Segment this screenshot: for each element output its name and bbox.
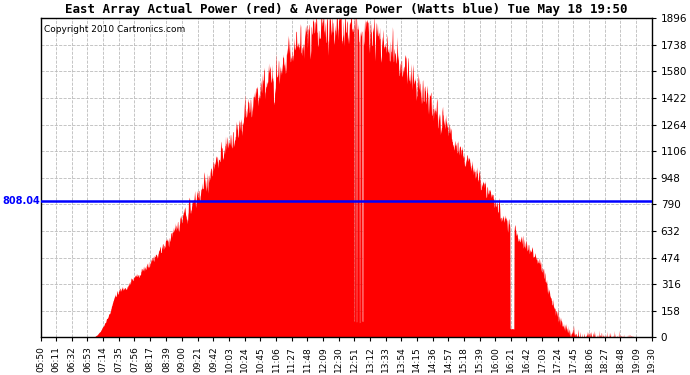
Text: Copyright 2010 Cartronics.com: Copyright 2010 Cartronics.com (43, 25, 185, 34)
Title: East Array Actual Power (red) & Average Power (Watts blue) Tue May 18 19:50: East Array Actual Power (red) & Average … (65, 3, 627, 16)
Text: 808.04: 808.04 (3, 196, 41, 206)
